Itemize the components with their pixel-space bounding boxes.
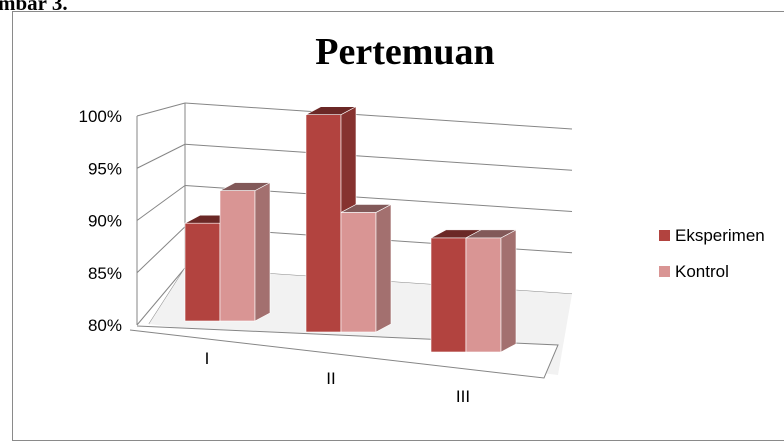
bar-eksperimen-I-front: [184, 222, 221, 322]
x-tick-label: II: [326, 369, 335, 388]
bar-kontrol-III-top: [465, 229, 517, 239]
bar-kontrol-II-top: [340, 204, 392, 213]
x-tick-label: III: [456, 387, 470, 406]
bar-eksperimen-III-front: [430, 237, 467, 353]
x-tick-label: I: [205, 349, 210, 368]
floor-front: [130, 326, 558, 378]
bar-eksperimen-II-front: [305, 114, 342, 333]
bar-kontrol-III-front: [465, 237, 502, 353]
side-wall-gridline: [136, 267, 186, 326]
chart-title: Pertemuan: [315, 31, 495, 73]
y-tick-label: 95%: [88, 159, 122, 178]
legend-swatch: [659, 266, 670, 277]
legend-swatch: [659, 230, 670, 241]
bar-kontrol-II-side: [375, 203, 392, 333]
y-tick-label: 85%: [88, 264, 122, 283]
y-tick-label: 90%: [88, 212, 122, 231]
bar-kontrol-II-front: [340, 212, 377, 333]
side-wall-gridline: [136, 102, 186, 117]
bar-kontrol-I-top: [219, 182, 271, 191]
bar-kontrol-III-side: [500, 229, 517, 353]
y-tick-label: 100%: [79, 107, 122, 126]
bar-kontrol-I-side: [254, 182, 271, 322]
y-tick-label: 80%: [88, 316, 122, 335]
side-wall-gridline: [136, 143, 186, 169]
side-wall-gridline: [136, 226, 186, 274]
floor-outline: [129, 325, 559, 379]
gridline: [184, 102, 573, 130]
bar-eksperimen-II-top: [305, 106, 357, 115]
legend-label: Eksperimen: [675, 226, 765, 245]
legend-label: Kontrol: [675, 262, 729, 281]
gridline: [184, 143, 573, 171]
bar-kontrol-I-front: [219, 190, 256, 322]
side-wall-gridline: [136, 185, 186, 221]
